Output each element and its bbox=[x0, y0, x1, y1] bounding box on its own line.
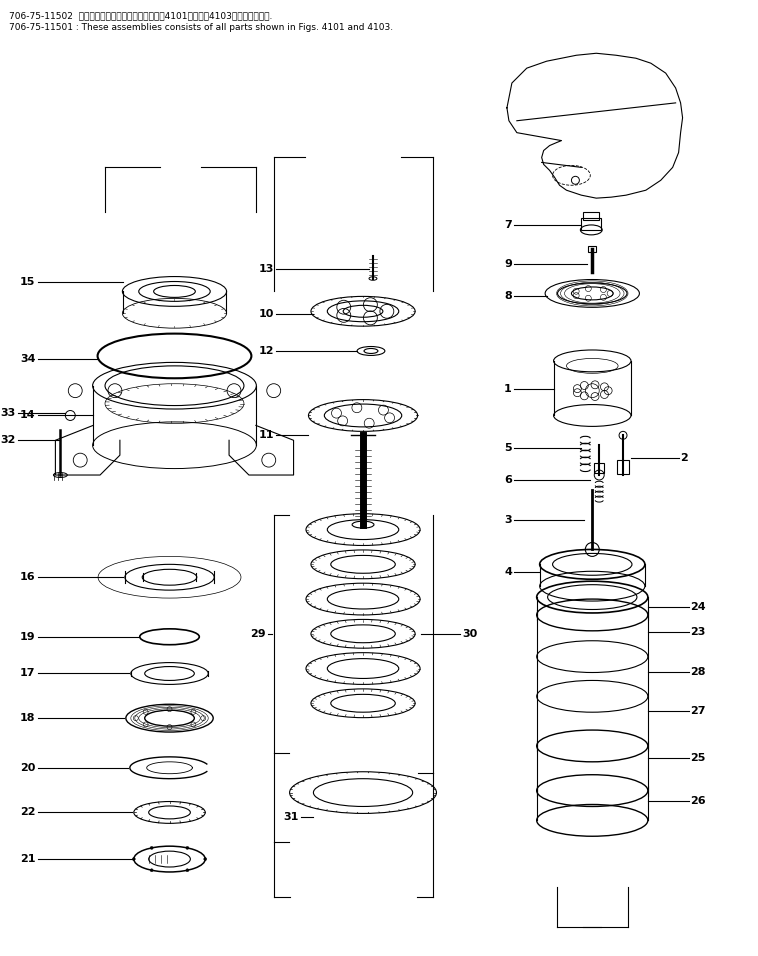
Text: 19: 19 bbox=[20, 632, 36, 641]
Text: 31: 31 bbox=[283, 813, 299, 822]
Text: 16: 16 bbox=[20, 573, 36, 582]
Text: 29: 29 bbox=[250, 629, 266, 639]
Circle shape bbox=[150, 869, 153, 872]
Text: 21: 21 bbox=[20, 854, 36, 864]
Bar bbox=[581, 218, 601, 229]
Text: 27: 27 bbox=[691, 706, 706, 716]
Text: 2: 2 bbox=[681, 453, 688, 463]
Circle shape bbox=[133, 858, 135, 860]
Bar bbox=[594, 463, 604, 473]
Text: 10: 10 bbox=[258, 309, 274, 319]
Circle shape bbox=[150, 846, 153, 849]
Text: 706-75-11501 : These assemblies consists of all parts shown in Figs. 4101 and 41: 706-75-11501 : These assemblies consists… bbox=[9, 23, 393, 32]
Text: 18: 18 bbox=[20, 713, 36, 723]
Text: 33: 33 bbox=[1, 408, 16, 419]
Text: 6: 6 bbox=[504, 475, 512, 485]
Circle shape bbox=[204, 858, 207, 860]
Text: 22: 22 bbox=[20, 808, 36, 817]
Text: 26: 26 bbox=[691, 795, 706, 806]
Text: 20: 20 bbox=[20, 763, 36, 772]
Circle shape bbox=[186, 869, 189, 872]
Bar bbox=[588, 246, 597, 251]
Text: 23: 23 bbox=[691, 627, 706, 637]
Bar bbox=[584, 212, 600, 220]
Text: 24: 24 bbox=[691, 602, 706, 612]
Text: 17: 17 bbox=[20, 668, 36, 679]
Text: 30: 30 bbox=[462, 629, 478, 639]
Text: 5: 5 bbox=[504, 444, 512, 453]
Text: 11: 11 bbox=[258, 430, 274, 441]
Text: 34: 34 bbox=[20, 354, 36, 364]
Text: 15: 15 bbox=[20, 276, 36, 287]
Text: 9: 9 bbox=[504, 259, 512, 269]
Circle shape bbox=[186, 846, 189, 849]
Text: 25: 25 bbox=[691, 752, 706, 763]
Text: 14: 14 bbox=[20, 410, 36, 421]
Text: 706-75-11502  これらのアセンブリの構成部品は笥4101図及び笥4103図まで含みます.: 706-75-11502 これらのアセンブリの構成部品は笥4101図及び笥410… bbox=[9, 11, 272, 20]
Text: 4: 4 bbox=[504, 567, 512, 577]
Text: 12: 12 bbox=[258, 346, 274, 356]
Text: 13: 13 bbox=[258, 264, 274, 273]
Text: 3: 3 bbox=[504, 514, 512, 525]
Ellipse shape bbox=[369, 277, 377, 280]
Text: 8: 8 bbox=[504, 292, 512, 301]
Ellipse shape bbox=[53, 472, 67, 477]
Text: 32: 32 bbox=[0, 435, 16, 445]
Text: 28: 28 bbox=[691, 666, 706, 677]
Circle shape bbox=[65, 410, 75, 421]
Bar bbox=[617, 460, 629, 474]
Text: 7: 7 bbox=[504, 220, 512, 230]
Text: 1: 1 bbox=[504, 383, 512, 394]
